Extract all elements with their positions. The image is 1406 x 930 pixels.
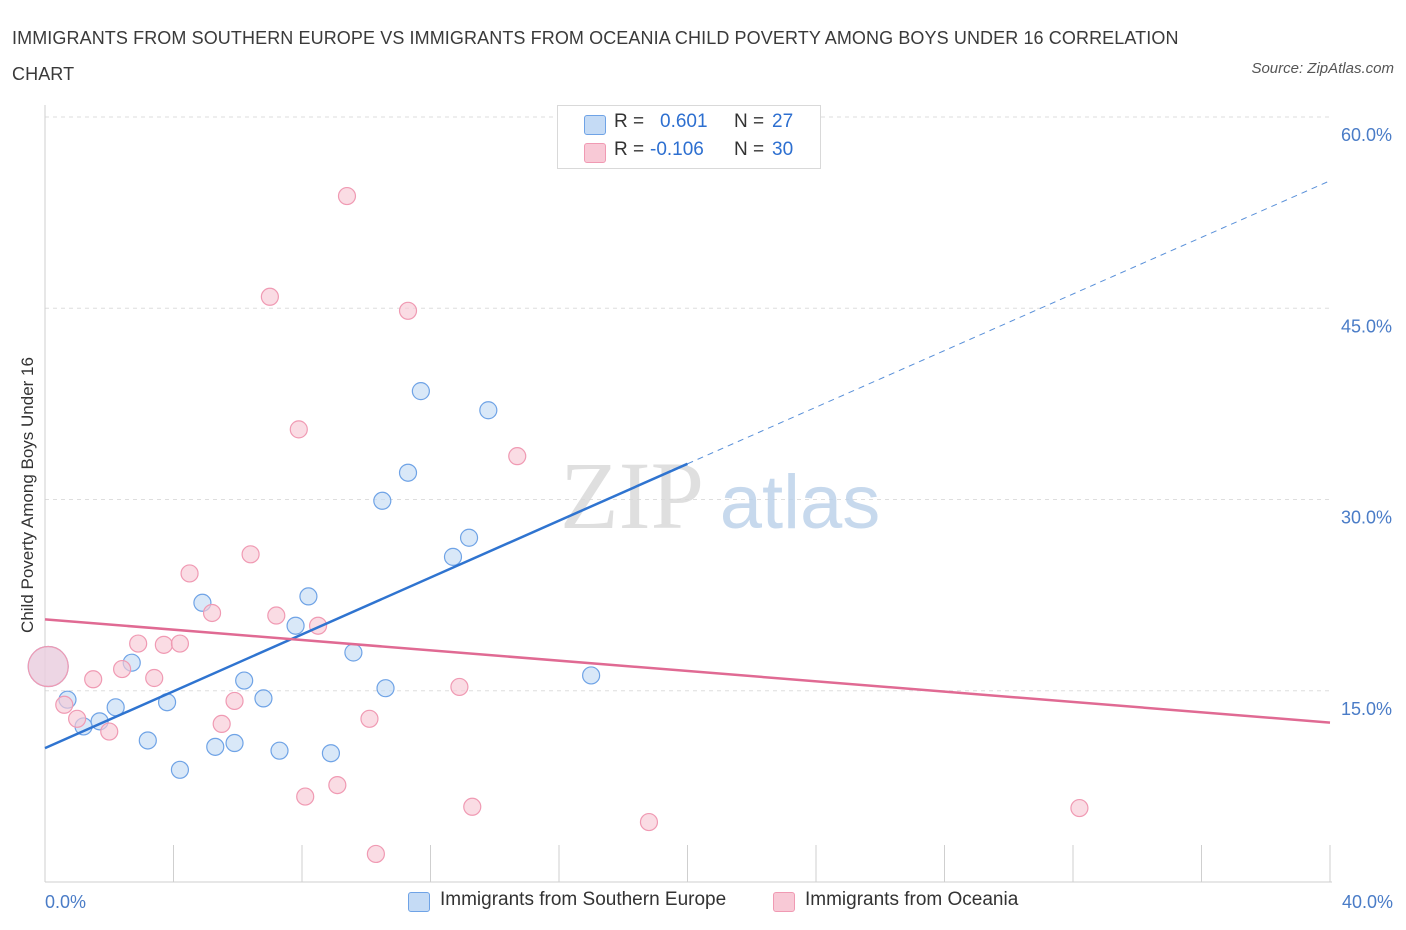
point-southern-europe	[270, 741, 289, 760]
point-oceania	[212, 714, 231, 734]
point-oceania	[639, 812, 659, 832]
y-tick-label: 15.0%	[1341, 699, 1392, 719]
point-oceania	[360, 709, 379, 728]
point-southern-europe	[411, 382, 430, 401]
point-oceania	[180, 564, 199, 583]
point-southern-europe	[170, 760, 190, 779]
legend-r-label: R =	[614, 111, 645, 132]
point-southern-europe	[443, 547, 463, 566]
point-oceania	[398, 301, 418, 320]
series-label: Immigrants from Southern Europe	[440, 889, 727, 910]
correlation-legend: R = 0.601 N = 27 R = -0.106 N = 30	[557, 105, 821, 169]
point-southern-europe	[235, 671, 254, 690]
x-tick-label: 40.0%	[1342, 892, 1393, 912]
legend-n-label: N =	[734, 139, 765, 160]
point-oceania	[260, 287, 279, 306]
point-southern-europe	[138, 731, 157, 750]
point-southern-europe	[459, 528, 479, 547]
tick-labels: 15.0% 30.0% 45.0% 60.0% 0.0% 40.0%	[45, 125, 1393, 912]
point-oceania	[170, 634, 190, 653]
point-oceania	[463, 797, 482, 816]
point-oceania	[296, 787, 315, 806]
watermark-atlas: atlas	[720, 460, 881, 545]
point-southern-europe	[344, 643, 363, 662]
point-oceania	[1070, 798, 1089, 818]
x-tick-label: 0.0%	[45, 892, 86, 912]
trend-line-oceania	[44, 618, 1331, 724]
point-southern-europe	[376, 679, 395, 698]
point-oceania	[55, 695, 74, 714]
trend-lines	[44, 180, 1331, 750]
series-label: Immigrants from Oceania	[805, 889, 1019, 910]
trend-extension-southern-europe	[687, 180, 1331, 465]
legend-swatch-oceania	[584, 143, 606, 163]
point-oceania	[27, 645, 69, 688]
point-oceania	[154, 635, 173, 654]
legend-r-label: R =	[614, 139, 645, 160]
gridlines	[45, 116, 1330, 692]
point-oceania	[241, 545, 260, 564]
point-southern-europe	[225, 733, 244, 753]
point-oceania	[328, 775, 347, 795]
y-tick-label: 45.0%	[1341, 316, 1392, 336]
legend-n-label: N =	[734, 111, 765, 132]
axes	[44, 105, 1332, 883]
point-oceania	[267, 606, 286, 625]
legend-r-value: -0.106	[650, 139, 704, 160]
trend-line-southern-europe	[44, 462, 689, 750]
legend-swatch-southern-europe	[584, 115, 606, 135]
point-southern-europe	[299, 587, 318, 606]
point-oceania	[202, 603, 222, 623]
point-southern-europe	[321, 744, 341, 763]
watermark-zip: ZIP	[560, 442, 704, 549]
data-points	[27, 186, 1089, 864]
legend-n-value: 30	[772, 139, 794, 160]
chart-title: IMMIGRANTS FROM SOUTHERN EUROPE VS IMMIG…	[12, 28, 1179, 84]
point-oceania	[337, 186, 357, 206]
legend-r-value: 0.601	[660, 111, 708, 132]
y-tick-label: 60.0%	[1341, 125, 1392, 145]
series-swatch-oceania	[773, 892, 795, 912]
point-southern-europe	[373, 491, 392, 510]
legend-n-value: 27	[772, 111, 794, 132]
point-southern-europe	[206, 737, 225, 756]
point-oceania	[145, 668, 164, 688]
point-southern-europe	[398, 463, 418, 482]
source-label: Source: ZipAtlas.com	[1251, 60, 1394, 77]
point-southern-europe	[582, 666, 601, 685]
point-oceania	[112, 659, 132, 679]
point-southern-europe	[286, 616, 305, 635]
point-oceania	[225, 691, 244, 711]
point-oceania	[100, 722, 119, 741]
point-southern-europe	[479, 401, 498, 420]
point-oceania	[450, 677, 469, 697]
point-oceania	[129, 634, 148, 653]
point-oceania	[366, 844, 385, 864]
point-oceania	[508, 447, 527, 466]
y-tick-label: 30.0%	[1341, 508, 1392, 528]
series-swatch-southern-europe	[408, 892, 430, 912]
point-oceania	[68, 709, 87, 728]
point-oceania	[84, 670, 103, 689]
point-oceania	[289, 420, 308, 439]
point-southern-europe	[254, 689, 273, 708]
